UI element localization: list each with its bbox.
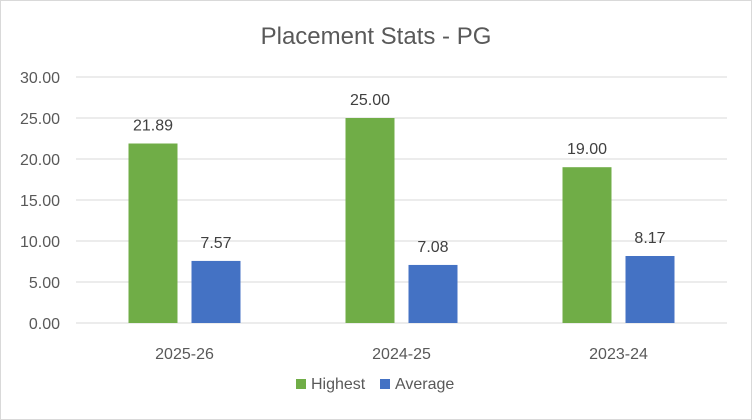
bar-highest-2025-26 <box>128 143 178 323</box>
y-tick-label: 10.00 <box>20 234 60 251</box>
y-tick-label: 20.00 <box>20 152 60 169</box>
gridlines <box>76 76 727 324</box>
y-tick-label: 25.00 <box>20 111 60 128</box>
x-tick-label: 2025-26 <box>155 346 214 363</box>
data-label: 21.89 <box>133 118 173 135</box>
data-label: 19.00 <box>567 141 607 158</box>
bar-highest-2024-25 <box>345 118 395 323</box>
data-label: 7.08 <box>417 239 448 256</box>
y-tick-label: 15.00 <box>20 193 60 210</box>
chart-title: Placement Stats - PG <box>261 23 492 50</box>
data-label: 7.57 <box>200 235 231 252</box>
x-tick-label: 2024-25 <box>372 346 431 363</box>
bars <box>128 118 675 323</box>
bar-average-2024-25 <box>408 264 458 323</box>
y-tick-label: 30.00 <box>20 70 60 87</box>
bar-average-2023-24 <box>625 256 675 323</box>
x-tick-label: 2023-24 <box>589 346 648 363</box>
legend-swatch-average <box>380 379 390 389</box>
legend-label-highest: Highest <box>311 376 366 393</box>
y-tick-label: 0.00 <box>29 316 60 333</box>
data-label: 25.00 <box>350 92 390 109</box>
legend-label-average: Average <box>395 376 454 393</box>
x-axis-ticks: 2025-26 2024-25 2023-24 <box>155 346 648 363</box>
y-axis-ticks: 0.00 5.00 10.00 15.00 20.00 25.00 30.00 <box>20 70 60 333</box>
bar-highest-2023-24 <box>562 167 612 323</box>
data-label: 8.17 <box>634 230 665 247</box>
bar-average-2025-26 <box>191 260 241 323</box>
data-labels: 21.89 7.57 25.00 7.08 19.00 8.17 <box>133 92 666 256</box>
legend: Highest Average <box>296 376 454 393</box>
y-tick-label: 5.00 <box>29 275 60 292</box>
legend-swatch-highest <box>296 379 306 389</box>
